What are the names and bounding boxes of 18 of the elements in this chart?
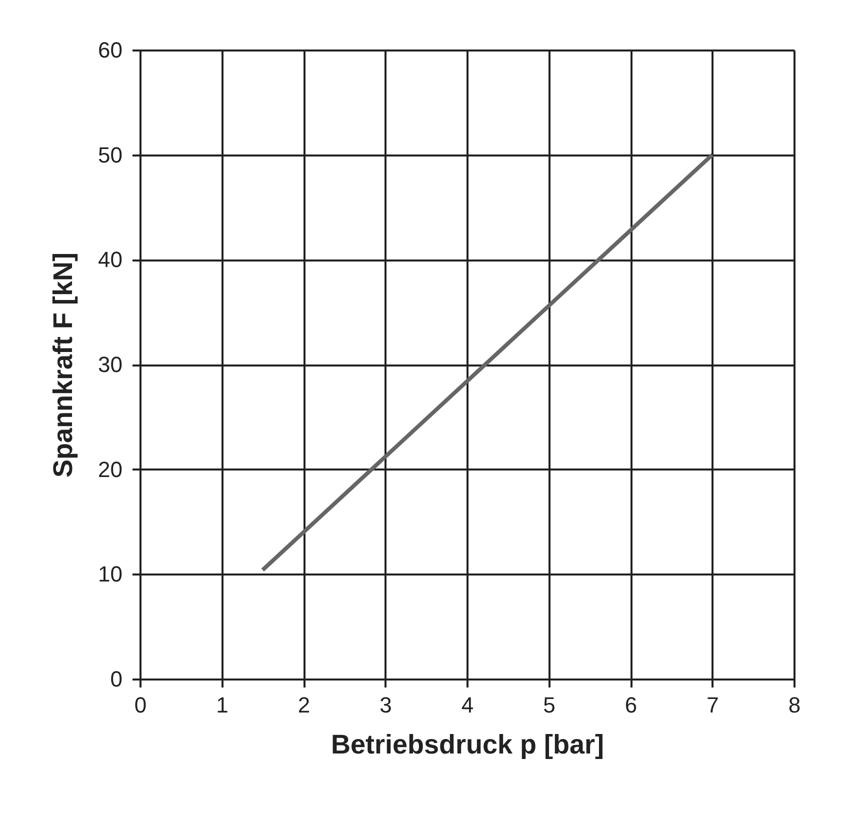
x-tick-label: 3 <box>380 692 392 718</box>
y-tick-label: 10 <box>98 562 122 587</box>
x-tick-label: 0 <box>134 692 147 718</box>
y-tick-label: 50 <box>98 142 122 168</box>
x-tick-label: 7 <box>706 692 719 718</box>
y-tick-label: 40 <box>98 247 122 272</box>
y-tick-label: 60 <box>98 38 122 62</box>
y-tick-label: 20 <box>98 456 122 482</box>
y-tick-label: 30 <box>98 352 122 377</box>
x-tick-label: 5 <box>543 692 556 718</box>
x-tick-label: 6 <box>624 692 638 718</box>
x-axis-title: Betriebsdruck p [bar] <box>330 730 604 760</box>
x-tick-label: 4 <box>461 692 474 718</box>
x-tick-label: 1 <box>216 692 228 718</box>
x-tick-label: 8 <box>788 692 801 718</box>
y-axis-title: Spannkraft F [kN] <box>48 252 78 478</box>
y-tick-label: 0 <box>110 666 122 692</box>
x-tick-label: 2 <box>298 692 310 718</box>
